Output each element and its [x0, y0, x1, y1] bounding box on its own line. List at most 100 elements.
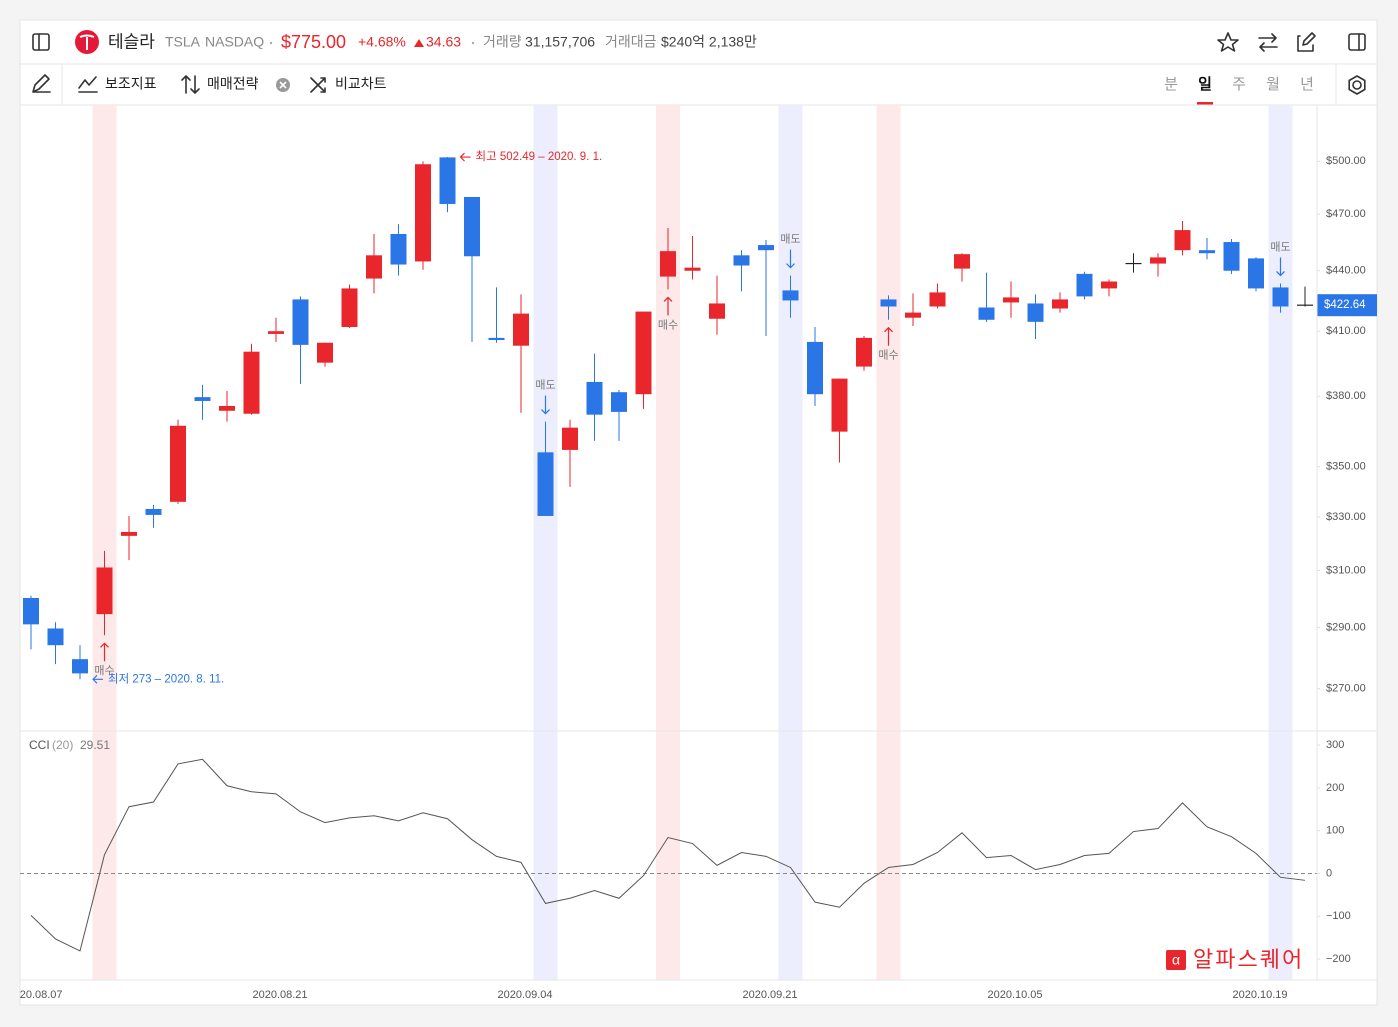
- period-tab[interactable]: 년: [1300, 76, 1314, 93]
- indicator-icon[interactable]: [78, 76, 98, 93]
- x-tick-label: 2020.09.21: [742, 989, 797, 1001]
- candle-body: [96, 567, 113, 615]
- x-tick-label: 2020.08.21: [252, 989, 307, 1001]
- cci-line: [30, 758, 1306, 952]
- candle-body: [219, 405, 235, 411]
- compare-button[interactable]: 비교차트: [335, 76, 387, 92]
- price: $775.00: [281, 32, 346, 52]
- volume-label: 거래량: [483, 34, 522, 50]
- toolbar: 보조지표 매매전략 비교차트 분 일 주 월 년: [32, 64, 1366, 105]
- buy-arrow: [884, 326, 893, 346]
- period-underline: [1197, 102, 1213, 105]
- candle-body: [831, 378, 848, 432]
- sidebar-icon[interactable]: [32, 33, 50, 51]
- x-tick-label: 2020.10.19: [1232, 989, 1287, 1001]
- watermark: 알파스퀘어: [1193, 947, 1304, 972]
- extreme-arrow: [92, 674, 103, 684]
- candle-body: [464, 196, 480, 257]
- buy-band: [876, 105, 901, 980]
- settings-icon-outline: [1348, 75, 1366, 95]
- y-tick-label: 0: [1326, 867, 1332, 879]
- x-axis: 2020.08.07 2020.08.21 2020.09.04 2020.09.21…: [20, 989, 1288, 1001]
- up-triangle: [414, 39, 424, 47]
- edit-icon[interactable]: [1297, 32, 1316, 52]
- turnover-label: 거래대금: [605, 34, 657, 50]
- x-tick-label: 2020.09.04: [497, 989, 552, 1001]
- y-tick-label: $440.00: [1326, 265, 1366, 277]
- candle-body: [1003, 297, 1019, 303]
- candle-body: [635, 311, 652, 395]
- candle-body: [1027, 303, 1044, 322]
- y-tick-label: 100: [1326, 825, 1344, 837]
- compare-icon[interactable]: [310, 77, 326, 93]
- candle-body: [72, 659, 88, 674]
- draw-icon[interactable]: [32, 74, 51, 93]
- strategy-button[interactable]: 매매전략: [207, 76, 259, 92]
- period-tab[interactable]: 일: [1198, 76, 1212, 93]
- period-tab[interactable]: 주: [1232, 76, 1246, 93]
- favorite-icon[interactable]: [1217, 32, 1239, 52]
- candle-body: [513, 313, 529, 346]
- candle-body: [1101, 281, 1117, 289]
- candle-body: [194, 397, 211, 401]
- y-tick-label: 300: [1326, 739, 1344, 751]
- buy-band: [92, 105, 117, 980]
- candle-body: [292, 299, 309, 345]
- panel-icon[interactable]: [1348, 33, 1366, 51]
- y-tick-label: $270.00: [1326, 683, 1366, 695]
- candle-body: [709, 303, 725, 319]
- y-tick-label: $350.00: [1326, 461, 1366, 473]
- candle-body: [856, 337, 872, 367]
- cci-value: 29.51: [80, 738, 110, 752]
- period-tab[interactable]: 월: [1266, 76, 1280, 93]
- last-price-tag: [1317, 294, 1377, 317]
- candle-body: [47, 628, 64, 646]
- candle-body: [611, 392, 627, 412]
- header: 테슬라 TSLA NASDAQ $775.00 +4.68% 34.63 거래량…: [32, 30, 1366, 54]
- candle-body: [1052, 299, 1068, 309]
- sell-band: [1268, 105, 1293, 980]
- buy-label: 매수: [658, 318, 678, 331]
- candle-body: [929, 292, 946, 307]
- candle-body: [758, 245, 774, 251]
- candle-body: [170, 425, 186, 502]
- watermark-logo-mark: α: [1172, 952, 1180, 968]
- candle-body: [366, 255, 382, 279]
- strategy-icon[interactable]: [181, 75, 200, 94]
- y-tick-label: $330.00: [1326, 511, 1366, 523]
- candle-body: [341, 288, 358, 328]
- plot: $270.00 $290.00 $310.00 $330.00 $350.00 $380.…: [20, 105, 1377, 980]
- candle-body: [121, 531, 137, 536]
- candle-body: [145, 508, 162, 515]
- indicator-button[interactable]: 보조지표: [105, 76, 157, 92]
- cci-period: (20): [52, 738, 73, 752]
- candle-body: [23, 598, 39, 625]
- period-tab[interactable]: 분: [1164, 76, 1178, 93]
- candle-body: [807, 341, 823, 395]
- buy-label: 매수: [878, 349, 898, 362]
- y-tick-label: $290.00: [1326, 621, 1366, 633]
- sell-arrow: [786, 249, 795, 269]
- candle-body: [268, 331, 284, 334]
- candle-body: [439, 157, 456, 204]
- buy-label: 매수: [94, 664, 114, 677]
- exchange: NASDAQ: [205, 34, 264, 50]
- candle-body: [880, 299, 897, 307]
- switch-icon[interactable]: [1258, 33, 1278, 52]
- y-tick-label: $500.00: [1326, 155, 1366, 167]
- y-tick-label: 200: [1326, 782, 1344, 794]
- turnover: $240억 2,138만: [661, 34, 757, 50]
- ticker: TSLA: [165, 34, 201, 50]
- sell-label: 매도: [780, 233, 800, 246]
- candle-body: [537, 452, 554, 516]
- y-tick-label: $410.00: [1326, 325, 1366, 337]
- watermark-logo: [1166, 950, 1186, 970]
- settings-icon[interactable]: [1352, 80, 1362, 90]
- x-tick-label: 2020.10.05: [987, 989, 1042, 1001]
- candle-body: [660, 251, 676, 277]
- dot: [471, 41, 475, 45]
- extreme-label: 최저 273 – 2020. 8. 11.: [108, 672, 224, 685]
- card: [19, 19, 1378, 1006]
- candle-body: [1223, 242, 1240, 271]
